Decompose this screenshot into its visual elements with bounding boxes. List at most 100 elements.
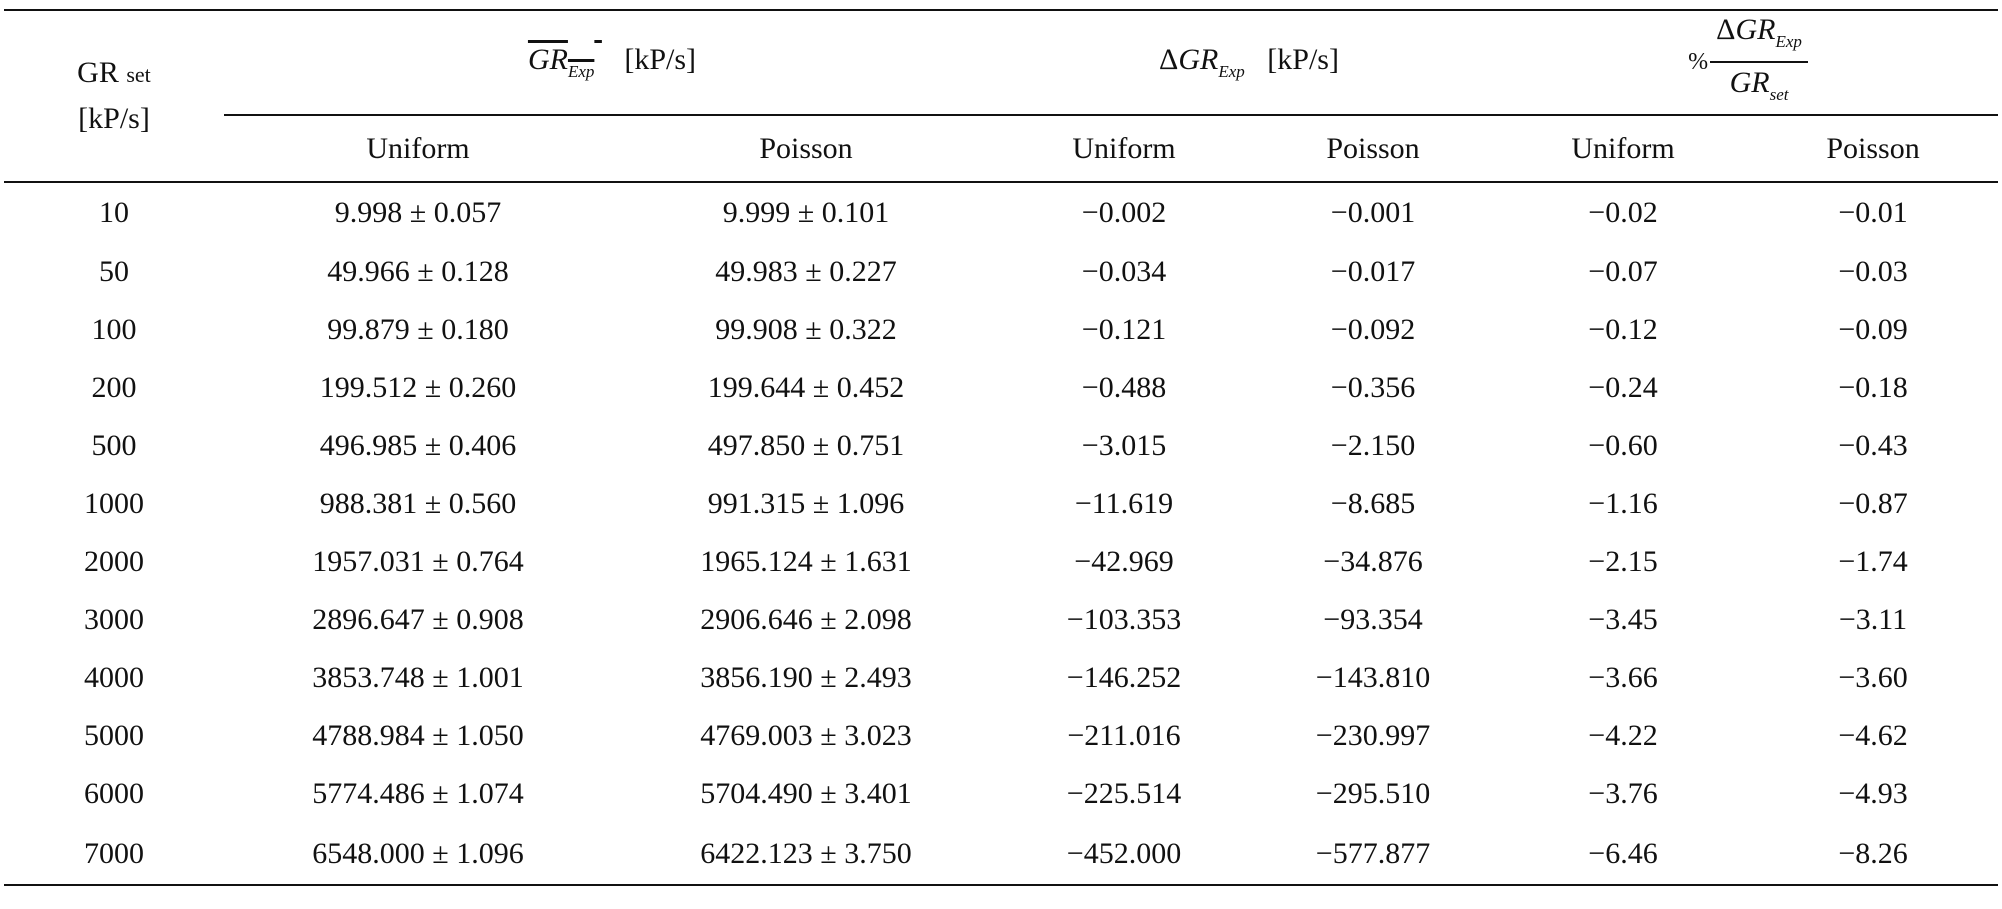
results-table: GR set [kP/s] GRExp [kP/s] ΔGRExp [kP/s]…	[4, 9, 1999, 886]
percent-poisson-cell: −1.74	[1838, 545, 1908, 578]
delta-poisson-cell: −0.001	[1330, 196, 1416, 229]
gr-exp-poisson-cell: 6422.123 ± 3.750	[700, 836, 912, 870]
gr-exp-poisson-cell: 9.999 ± 0.101	[722, 196, 890, 229]
delta-poisson-cell: −577.877	[1315, 836, 1431, 870]
gr-set-sub: set	[126, 62, 151, 87]
gr-exp-mean-unit: [kP/s]	[624, 43, 697, 76]
gr-exp-poisson-cell: 99.908 ± 0.322	[715, 313, 897, 346]
delta-gr-exp-unit: [kP/s]	[1267, 43, 1339, 76]
gr-set-cell: 3000	[84, 603, 144, 636]
gr-set-cell: 6000	[84, 777, 144, 810]
delta-gr-exp-header: ΔGRExp [kP/s]	[1000, 10, 1499, 116]
gr-set-cell: 10	[99, 196, 129, 229]
table-row: 5000 4788.984 ± 1.050 4769.003 ± 3.023 −211…	[4, 707, 1998, 765]
gr-set-cell: 7000	[84, 836, 144, 870]
delta-uniform-cell: −0.002	[1081, 196, 1167, 229]
gr-exp-uniform-cell: 99.879 ± 0.180	[327, 313, 509, 346]
percent-poisson-cell: −3.60	[1838, 661, 1908, 694]
gr-exp-poisson-cell: 199.644 ± 0.452	[707, 371, 905, 404]
percent-poisson-cell: −3.11	[1838, 603, 1908, 636]
gr-exp-poisson-cell: 2906.646 ± 2.098	[700, 603, 912, 636]
percent-poisson-cell: −0.03	[1838, 255, 1908, 288]
delta-poisson-cell: −34.876	[1323, 545, 1423, 578]
gr-exp-poisson-cell: 3856.190 ± 2.493	[700, 661, 912, 694]
delta-gr-sub: Exp	[1218, 62, 1245, 81]
gr-exp-uniform-cell: 2896.647 ± 0.908	[312, 603, 524, 636]
gr-exp-poisson-cell: 497.850 ± 0.751	[707, 429, 905, 462]
gr-exp-poisson-cell: 1965.124 ± 1.631	[700, 545, 912, 578]
gr-exp-poisson-cell: 991.315 ± 1.096	[707, 487, 905, 520]
percent-uniform-cell: −4.22	[1588, 719, 1658, 752]
table-body: 10 9.998 ± 0.057 9.999 ± 0.101 −0.002 −0.001…	[4, 182, 1999, 885]
header-row-2: Uniform Poisson Uniform Poisson Uniform …	[4, 115, 1999, 182]
delta-uniform-cell: −0.121	[1081, 313, 1167, 346]
percent-poisson-cell: −0.01	[1838, 196, 1908, 229]
delta-poisson-cell: −93.354	[1323, 603, 1423, 636]
percent-poisson-cell: −4.93	[1838, 777, 1908, 810]
percent-poisson-cell: −8.26	[1838, 836, 1908, 870]
table-row: 2000 1957.031 ± 0.764 1965.124 ± 1.631 −42.…	[4, 533, 1998, 591]
gr-set-main: GR	[77, 56, 119, 89]
gr-exp-uniform-cell: 988.381 ± 0.560	[319, 487, 517, 520]
delta-uniform-cell: −11.619	[1074, 487, 1174, 520]
subheader-poisson: Poisson	[1826, 131, 1920, 165]
delta-uniform-cell: −3.015	[1081, 429, 1167, 462]
gr-exp-uniform-cell: 4788.984 ± 1.050	[312, 719, 524, 752]
gr-exp-uniform-cell: 3853.748 ± 1.001	[312, 661, 524, 694]
table-row: 200 199.512 ± 0.260 199.644 ± 0.452 −0.488 −…	[4, 359, 1998, 417]
percent-uniform-cell: −0.12	[1588, 313, 1658, 346]
gr-exp-uniform-cell: 1957.031 ± 0.764	[312, 545, 524, 578]
percent-poisson-cell: −0.09	[1838, 313, 1908, 346]
delta-uniform-cell: −103.353	[1066, 603, 1182, 636]
fraction-denominator: GRset	[1729, 65, 1789, 104]
gr-exp-uniform-cell: 496.985 ± 0.406	[319, 429, 517, 462]
delta-poisson-cell: −295.510	[1315, 777, 1431, 810]
table-row: 7000 6548.000 ± 1.096 6422.123 ± 3.750 −452…	[4, 823, 1999, 885]
gr-exp-poisson-cell: 4769.003 ± 3.023	[700, 719, 912, 752]
gr-set-cell: 50	[99, 255, 129, 288]
delta-uniform-cell: −0.034	[1081, 255, 1167, 288]
subheader-uniform: Uniform	[1072, 131, 1176, 165]
delta-poisson-cell: −143.810	[1315, 661, 1431, 694]
percent-uniform-cell: −1.16	[1588, 487, 1658, 520]
delta-uniform-cell: −42.969	[1074, 545, 1174, 578]
percent-uniform-cell: −0.07	[1588, 255, 1658, 288]
percent-uniform-cell: −0.60	[1588, 429, 1658, 462]
gr-exp-mean-symbol: GRExp	[527, 43, 595, 81]
gr-exp-poisson-cell: 5704.490 ± 3.401	[700, 777, 912, 810]
gr-set-cell: 5000	[84, 719, 144, 752]
percent-poisson-cell: −0.18	[1838, 371, 1908, 404]
delta-uniform-cell: −225.514	[1066, 777, 1182, 810]
delta-poisson-cell: −0.092	[1330, 313, 1416, 346]
gr-set-cell: 1000	[84, 487, 144, 520]
gr-exp-uniform-cell: 6548.000 ± 1.096	[312, 836, 524, 870]
subheader-poisson: Poisson	[1326, 131, 1420, 165]
percent-poisson-cell: −0.87	[1838, 487, 1908, 520]
delta-symbol: Δ	[1159, 43, 1179, 76]
delta-poisson-cell: −0.017	[1330, 255, 1416, 288]
percent-uniform-cell: −0.02	[1588, 196, 1658, 229]
fraction-numerator: ΔGRExp	[1710, 13, 1808, 63]
gr-set-cell: 200	[91, 371, 137, 404]
gr-set-cell: 500	[91, 429, 137, 462]
gr-exp-uniform-cell: 9.998 ± 0.057	[334, 196, 502, 229]
percent-uniform-cell: −3.45	[1588, 603, 1658, 636]
subheader-poisson: Poisson	[759, 131, 853, 165]
delta-poisson-cell: −8.685	[1330, 487, 1416, 520]
percent-sign: %	[1688, 49, 1709, 75]
gr-set-unit: [kP/s]	[78, 102, 150, 135]
percent-uniform-cell: −3.76	[1588, 777, 1658, 810]
delta-poisson-cell: −2.150	[1330, 429, 1416, 462]
gr-exp-uniform-cell: 199.512 ± 0.260	[319, 371, 517, 404]
table-row: 500 496.985 ± 0.406 497.850 ± 0.751 −3.015 −…	[4, 417, 1998, 475]
table-row: 10 9.998 ± 0.057 9.999 ± 0.101 −0.002 −0.001…	[4, 182, 1998, 243]
table-row: 4000 3853.748 ± 1.001 3856.190 ± 2.493 −146…	[4, 649, 1998, 707]
delta-poisson-cell: −0.356	[1330, 371, 1416, 404]
gr-exp-poisson-cell: 49.983 ± 0.227	[715, 255, 897, 288]
table-row: 1000 988.381 ± 0.560 991.315 ± 1.096 −11.61…	[4, 475, 1998, 533]
percent-header: % ΔGRExp GRset	[1498, 10, 1999, 116]
percent-poisson-cell: −0.43	[1838, 429, 1908, 462]
delta-uniform-cell: −0.488	[1081, 371, 1167, 404]
percent-poisson-cell: −4.62	[1838, 719, 1908, 752]
percent-uniform-cell: −0.24	[1588, 371, 1658, 404]
